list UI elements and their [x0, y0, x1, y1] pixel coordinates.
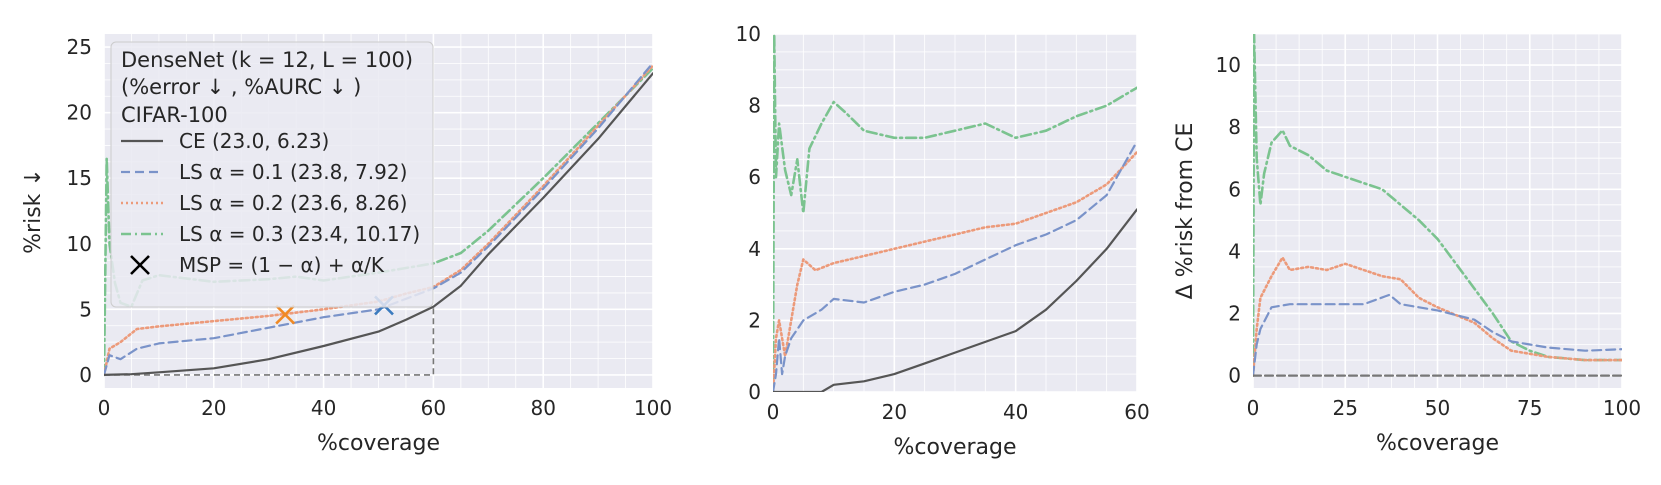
x-tick-label: 0	[767, 400, 780, 424]
marker-x_orange	[275, 304, 296, 325]
y-tick-label: 10	[67, 232, 92, 256]
y-tick-label: 25	[67, 35, 92, 59]
y-axis-label: Δ %risk from CE	[1173, 123, 1198, 300]
x-tick-label: 50	[1425, 396, 1450, 420]
x-tick-label: 40	[311, 396, 336, 420]
y-tick-label: 8	[1228, 115, 1241, 139]
y-tick-label: 2	[748, 308, 761, 332]
series-line-ce	[104, 72, 653, 376]
y-axis-label: %risk ↓	[21, 168, 46, 254]
x-tick-label: 60	[421, 396, 446, 420]
panel-3: 0 25 50 75 100 0 2 4 6 8 10 %coverage Δ %risk from C…	[1173, 33, 1641, 456]
series-group	[1253, 34, 1622, 377]
x-tick-label: 60	[1124, 400, 1149, 424]
x-tick-label: 40	[1003, 400, 1028, 424]
y-tick-label: 0	[748, 380, 761, 404]
y-tick-label: 5	[79, 297, 92, 321]
x-axis-label: %coverage	[893, 435, 1016, 460]
legend-title-line-3: CIFAR-100	[121, 103, 228, 127]
x-tick-label: 100	[1603, 396, 1641, 420]
y-tick-label: 2	[1228, 301, 1241, 325]
series-line-ls03	[773, 34, 1137, 392]
series-group	[773, 34, 1137, 392]
series-line-ce	[773, 208, 1137, 392]
y-tick-label: 4	[1228, 239, 1241, 263]
series-line-ls02	[773, 150, 1137, 392]
zoom-box	[104, 306, 435, 376]
y-tick-label: 0	[1228, 364, 1241, 388]
x-tick-label: 25	[1333, 396, 1358, 420]
legend-entry: LS α = 0.3 (23.4, 10.17)	[179, 222, 420, 246]
series-line-ls01	[1253, 293, 1622, 377]
x-tick-label: 20	[882, 400, 907, 424]
y-tick-label: 20	[67, 101, 92, 125]
legend-entry: LS α = 0.2 (23.6, 8.26)	[179, 191, 407, 215]
y-tick-label: 4	[748, 237, 761, 261]
series-line-ls01	[104, 61, 653, 376]
x-tick-label: 20	[201, 396, 226, 420]
series-line-ls02	[1253, 256, 1622, 377]
legend-swatch-x	[130, 255, 150, 275]
series-line-ls03	[1253, 34, 1622, 377]
legend-box	[110, 41, 434, 308]
legend-title-line-2: (%error ↓ , %AURC ↓ )	[121, 75, 361, 99]
x-axis-label: %coverage	[1376, 431, 1499, 456]
x-tick-label: 80	[530, 396, 555, 420]
x-axis-label: %coverage	[317, 431, 440, 456]
y-tick-label: 10	[736, 22, 761, 46]
legend: DenseNet (k = 12, L = 100) (%error ↓ , %A…	[110, 41, 434, 308]
y-tick-label: 15	[67, 166, 92, 190]
x-tick-label: 100	[634, 396, 672, 420]
legend-entry: MSP = (1 − α) + α/K	[179, 253, 385, 277]
y-tick-label: 8	[748, 94, 761, 118]
x-tick-label: 0	[1247, 396, 1260, 420]
legend-entry: CE (23.0, 6.23)	[179, 129, 329, 153]
legend-entry: LS α = 0.1 (23.8, 7.92)	[179, 160, 407, 184]
panel-2: 0 20 40 60 0 2 4 6 8 10 %coverage	[736, 22, 1150, 460]
legend-title-line-1: DenseNet (k = 12, L = 100)	[121, 48, 413, 72]
y-tick-label: 0	[79, 363, 92, 387]
y-tick-label: 10	[1216, 53, 1241, 77]
series-line-ls01	[773, 140, 1137, 392]
marker-stroke	[275, 304, 296, 325]
x-tick-label: 75	[1517, 396, 1542, 420]
x-tick-label: 0	[98, 396, 111, 420]
y-tick-label: 6	[1228, 177, 1241, 201]
y-tick-label: 6	[748, 165, 761, 189]
